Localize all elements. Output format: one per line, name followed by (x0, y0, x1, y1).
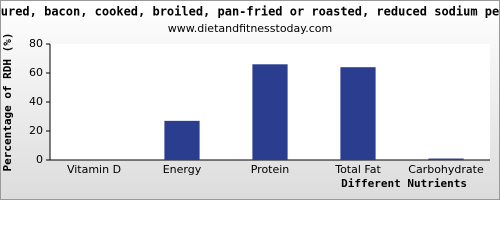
x-tick-label: Energy (163, 163, 202, 176)
y-tick-label: 0 (36, 153, 43, 166)
chart: cured, bacon, cooked, broiled, pan-fried… (0, 0, 500, 200)
bar (428, 158, 464, 160)
x-tick-label: Vitamin D (67, 163, 121, 176)
bar (252, 64, 288, 160)
bar (340, 67, 376, 160)
chart-subtitle: www.dietandfitnesstoday.com (168, 22, 332, 35)
x-tick-label: Total Fat (334, 163, 381, 176)
bar (164, 120, 200, 160)
y-axis-label: Percentage of RDH (%) (1, 32, 14, 171)
y-tick-label: 40 (29, 95, 43, 108)
y-tick-label: 20 (29, 124, 43, 137)
x-axis-label: Different Nutrients (341, 177, 467, 190)
x-tick-label: Carbohydrate (408, 163, 484, 176)
y-tick-label: 60 (29, 66, 43, 79)
x-tick-label: Protein (251, 163, 290, 176)
chart-title: cured, bacon, cooked, broiled, pan-fried… (0, 5, 500, 19)
y-tick-label: 80 (29, 37, 43, 50)
